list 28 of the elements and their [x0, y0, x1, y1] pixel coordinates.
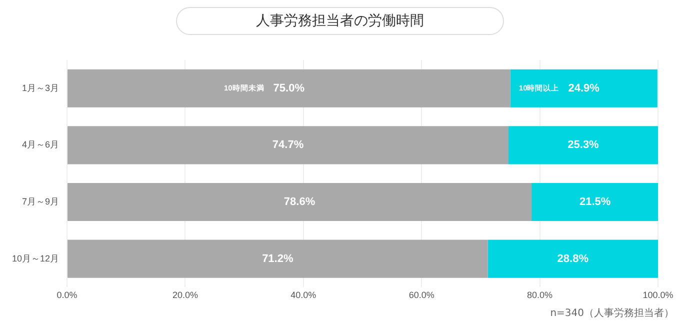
x-tick-label: 80.0% — [527, 290, 553, 300]
data-label: 24.9% — [568, 82, 600, 94]
bar — [68, 182, 532, 222]
bar — [510, 69, 658, 108]
text: n=340（人事労務担当者） — [550, 306, 674, 320]
data-label: 71.2% — [262, 252, 294, 265]
chart-title: 人事労務担当者の労働時間 — [176, 7, 504, 35]
y-tick-label: 1月～3月 — [22, 82, 60, 93]
data-label: 28.8% — [557, 252, 589, 265]
bar — [532, 182, 658, 222]
data-label: 25.3% — [568, 139, 600, 152]
bar — [488, 240, 658, 278]
y-tick-label: 7月～9月 — [22, 196, 60, 206]
y-tick-label: 4月～6月 — [22, 140, 60, 150]
x-tick-label: 20.0% — [172, 290, 198, 300]
y-tick-label: 10月～12月 — [12, 253, 60, 264]
bar — [508, 126, 658, 164]
bar — [68, 240, 488, 278]
data-label: 21.5% — [579, 196, 611, 208]
x-tick-label: 40.0% — [290, 290, 316, 300]
bar — [68, 126, 508, 164]
x-tick-label: 0.0% — [56, 290, 78, 300]
data-label: 78.6% — [284, 196, 316, 208]
data-label: 74.7% — [272, 139, 304, 152]
bar — [68, 69, 510, 108]
x-tick-label: 60.0% — [408, 290, 434, 300]
data-label: 75.0% — [273, 82, 305, 94]
x-tick-label: 100.0% — [642, 290, 674, 300]
